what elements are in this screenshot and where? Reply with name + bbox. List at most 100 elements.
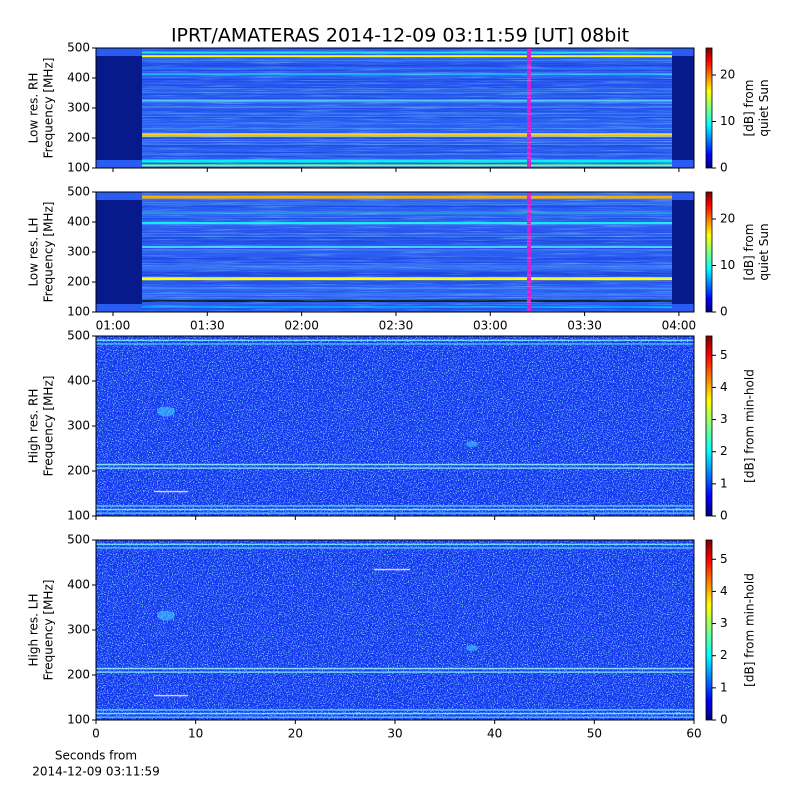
x-tick-label: 01:30 <box>190 319 225 333</box>
y-tick-label: 400 <box>67 71 90 85</box>
spectrogram <box>96 48 694 168</box>
spectrum-edge <box>96 200 142 304</box>
spectrum-band <box>96 713 694 715</box>
spectrum-band <box>96 547 694 549</box>
spectrum-band <box>96 505 694 507</box>
y-tick-label: 500 <box>67 533 90 547</box>
x-tick-label: 10 <box>188 727 203 741</box>
colorbar <box>706 540 712 720</box>
x-axis-label: 2014-12-09 03:11:59 <box>32 765 159 779</box>
y-axis-label: Frequency [MHz] <box>42 202 56 303</box>
colorbar-tick-label: 20 <box>720 67 735 81</box>
x-tick-label: 50 <box>587 727 602 741</box>
colorbar-tick-label: 3 <box>720 412 728 426</box>
x-tick-label: 02:30 <box>379 319 414 333</box>
spectrum-noise <box>96 540 694 720</box>
y-tick-label: 300 <box>67 419 90 433</box>
colorbar-tick-label: 10 <box>720 114 735 128</box>
x-tick-label: 03:30 <box>567 319 602 333</box>
x-tick-label: 01:00 <box>96 319 131 333</box>
y-axis-label: High res. RH <box>27 389 41 464</box>
spectrogram <box>96 336 694 516</box>
colorbar-tick-label: 4 <box>720 584 728 598</box>
y-axis-label: Low res. LH <box>27 217 41 286</box>
x-tick-label: 20 <box>288 727 303 741</box>
spectrum-edge <box>672 56 694 160</box>
y-tick-label: 200 <box>67 275 90 289</box>
colorbar-tick-label: 1 <box>720 476 728 490</box>
x-tick-label: 02:00 <box>284 319 319 333</box>
spectrum-blob <box>466 645 478 651</box>
colorbar-tick-label: 5 <box>720 552 728 566</box>
spectrum-band <box>96 671 694 673</box>
y-tick-label: 200 <box>67 668 90 682</box>
spectrogram <box>96 540 694 720</box>
colorbar-tick-label: 2 <box>720 444 728 458</box>
colorbar-tick-label: 5 <box>720 348 728 362</box>
y-tick-label: 300 <box>67 101 90 115</box>
colorbar-tick-label: 10 <box>720 258 735 272</box>
spectrum-band <box>96 668 694 670</box>
spectrum-band <box>96 464 694 466</box>
spectrum-blob <box>157 407 175 417</box>
x-tick-label: 30 <box>387 727 402 741</box>
y-axis-label: Frequency [MHz] <box>42 376 56 477</box>
colorbar-tick-label: 1 <box>720 680 728 694</box>
spectrum-noise <box>96 336 694 516</box>
colorbar <box>706 192 712 312</box>
spectrum-blob <box>157 611 175 621</box>
spectrum-band <box>96 340 694 342</box>
y-tick-label: 100 <box>67 305 90 319</box>
spectrum-noise <box>142 48 672 168</box>
colorbar-tick-label: 0 <box>720 161 728 175</box>
colorbar-tick-label: 2 <box>720 648 728 662</box>
colorbar-label: quiet Sun <box>757 223 771 280</box>
colorbar-label: [dB] from min-hold <box>743 369 757 483</box>
colorbar-tick-label: 0 <box>720 509 728 523</box>
y-tick-label: 100 <box>67 161 90 175</box>
colorbar-tick-label: 0 <box>720 305 728 319</box>
y-tick-label: 200 <box>67 131 90 145</box>
colorbar-tick-label: 0 <box>720 713 728 727</box>
y-tick-label: 500 <box>67 41 90 55</box>
y-tick-label: 500 <box>67 185 90 199</box>
spectrum-band <box>96 709 694 711</box>
colorbar-label: [dB] from min-hold <box>743 573 757 687</box>
spectrum-blob <box>154 695 188 697</box>
y-tick-label: 100 <box>67 509 90 523</box>
colorbar <box>706 48 712 168</box>
colorbar <box>706 336 712 516</box>
y-tick-label: 100 <box>67 713 90 727</box>
colorbar-tick-label: 20 <box>720 211 735 225</box>
spectrum-band <box>96 509 694 511</box>
x-axis-label: Seconds from <box>55 749 137 763</box>
figure-title: IPRT/AMATERAS 2014-12-09 03:11:59 [UT] 0… <box>171 25 629 47</box>
spectrum-band <box>96 467 694 469</box>
spectrum-blob <box>466 441 478 447</box>
spectrogram <box>96 192 694 313</box>
colorbar-tick-label: 4 <box>720 380 728 394</box>
colorbar-label: [dB] from <box>742 80 756 137</box>
spectrum-edge <box>96 56 142 160</box>
y-tick-label: 400 <box>67 578 90 592</box>
colorbar-label: [dB] from <box>742 224 756 281</box>
y-tick-label: 400 <box>67 215 90 229</box>
spectrum-band <box>96 512 694 514</box>
y-tick-label: 300 <box>67 245 90 259</box>
spectrum-band <box>96 343 694 345</box>
y-tick-label: 300 <box>67 623 90 637</box>
spectrum-band <box>96 716 694 718</box>
x-tick-label: 40 <box>487 727 502 741</box>
x-tick-label: 04:00 <box>662 319 697 333</box>
spectrum-band <box>96 544 694 546</box>
y-axis-label: Low res. RH <box>27 73 41 144</box>
spectrum-edge <box>672 200 694 304</box>
y-axis-label: Frequency [MHz] <box>42 58 56 159</box>
colorbar-label: quiet Sun <box>757 79 771 136</box>
spectrum-blob <box>374 569 410 571</box>
x-tick-label: 60 <box>686 727 701 741</box>
y-axis-label: High res. LH <box>27 593 41 666</box>
y-tick-label: 200 <box>67 464 90 478</box>
